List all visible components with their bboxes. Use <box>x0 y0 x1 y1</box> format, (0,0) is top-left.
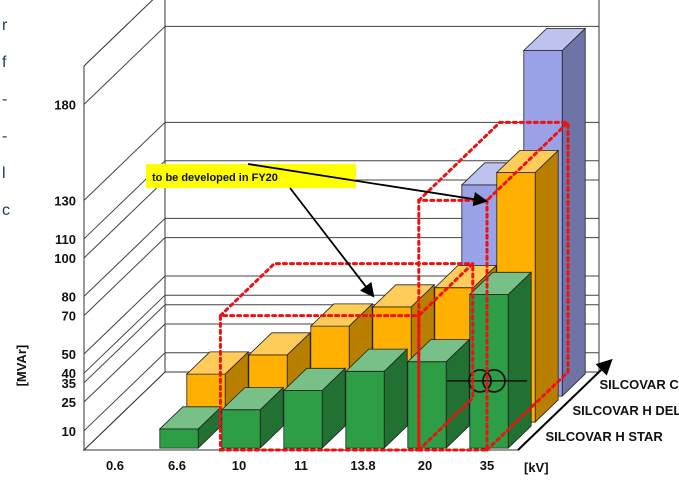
y-tick-label: 110 <box>55 232 76 247</box>
y-tick-label: 130 <box>54 193 76 208</box>
annotation-overlays: to be developed in FY20 <box>146 118 570 452</box>
y-tick-label: 35 <box>62 376 76 391</box>
bar <box>221 409 261 449</box>
y-tick-label: 180 <box>54 97 76 112</box>
y-tick-label: 40 <box>62 366 76 381</box>
y-tick-label: 100 <box>54 251 76 266</box>
left-edge-char: - <box>2 128 7 145</box>
x-tick-label: 13.8 <box>350 458 375 473</box>
series-label: SILCOVAR H DELTA <box>573 403 679 418</box>
x-tick-label: 10 <box>232 458 246 473</box>
chart-left-wall <box>83 0 166 452</box>
depth-axis-arrow <box>517 358 613 451</box>
bar-top <box>344 348 409 372</box>
x-tick-label: 35 <box>480 458 494 473</box>
bar-top <box>220 387 285 411</box>
x-tick-label: 11 <box>294 458 308 473</box>
series-label: SILCOVAR H STAR <box>546 429 664 444</box>
series-label: SILCOVAR C <box>600 377 679 392</box>
bar-top <box>433 265 498 289</box>
annotation-arrow <box>289 187 375 298</box>
bar-side <box>561 27 586 398</box>
left-edge-char: c <box>2 202 10 219</box>
x-tick-label: 0.6 <box>106 458 124 473</box>
annotation-arrow <box>247 163 488 207</box>
dotted-box-lower <box>218 262 475 318</box>
gridline <box>83 237 599 316</box>
left-edge-char: l <box>2 165 6 182</box>
bar <box>407 361 447 449</box>
left-edge-text: r f - - l c <box>2 17 10 219</box>
dotted-box-lower <box>417 260 475 452</box>
bar-top <box>495 149 560 173</box>
y-tick-label: 25 <box>62 395 76 410</box>
left-edge-char: r <box>2 17 8 34</box>
bar-top <box>185 351 250 375</box>
bar <box>345 370 385 449</box>
left-edge-char: f <box>2 54 7 71</box>
bar-side <box>507 271 532 450</box>
bar-top <box>406 339 471 363</box>
bar <box>283 389 323 449</box>
bar-top <box>282 367 347 391</box>
dotted-box-upper <box>485 118 570 452</box>
annotation-text: to be developed in FY20 <box>152 172 278 184</box>
bar-side <box>534 149 559 424</box>
y-tick-label: 50 <box>62 347 76 362</box>
transformer-coil-icon <box>482 368 506 393</box>
left-edge-char: - <box>2 91 7 108</box>
dotted-box-upper <box>417 120 570 202</box>
gridline <box>83 217 599 297</box>
transformer-coil-icon <box>468 368 492 393</box>
y-tick-label: 10 <box>62 424 76 439</box>
x-axis-title: [kV] <box>524 460 549 475</box>
gridline <box>83 25 599 105</box>
bar-top <box>247 332 312 356</box>
bar-top <box>468 271 533 295</box>
gridline <box>83 160 599 240</box>
gridline <box>83 121 599 201</box>
bar-top <box>522 27 587 51</box>
x-tick-label: 6.6 <box>168 458 186 473</box>
y-axis-title: [MVAr] <box>14 345 29 387</box>
y-tick-label: 80 <box>62 289 76 304</box>
bar <box>159 428 199 449</box>
x-tick-label: 20 <box>418 458 432 473</box>
y-tick-label: 70 <box>62 309 76 324</box>
